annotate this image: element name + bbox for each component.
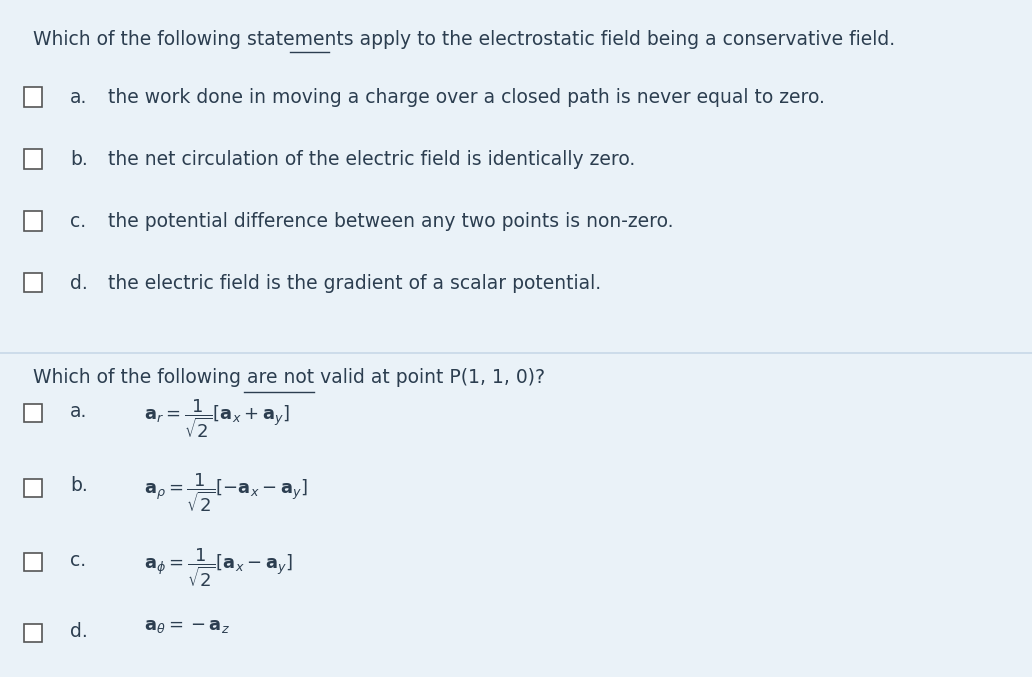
Text: the net circulation of the electric field is identically zero.: the net circulation of the electric fiel… [108, 150, 636, 169]
Text: Which of the following statements apply to the electrostatic field being a conse: Which of the following statements apply … [33, 30, 895, 49]
Text: d.: d. [70, 274, 88, 293]
Text: a.: a. [70, 89, 88, 108]
Bar [24, 624, 42, 642]
Text: c.: c. [70, 551, 87, 570]
Text: d.: d. [70, 622, 88, 641]
Bar [24, 404, 42, 422]
Text: a.: a. [70, 402, 88, 421]
Text: the work done in moving a charge over a closed path is never equal to zero.: the work done in moving a charge over a … [108, 89, 826, 108]
Text: b.: b. [70, 150, 88, 169]
Text: $\mathbf{a}_{\rho} = \dfrac{1}{\sqrt{2}}\left[-\mathbf{a}_{x} - \mathbf{a}_{y}\r: $\mathbf{a}_{\rho} = \dfrac{1}{\sqrt{2}}… [144, 471, 309, 515]
Bar [24, 87, 42, 107]
Text: Which of the following are not valid at point P(1, 1, 0)?: Which of the following are not valid at … [33, 368, 545, 387]
Bar [24, 479, 42, 497]
Text: c.: c. [70, 212, 87, 231]
Bar [24, 211, 42, 231]
Text: b.: b. [70, 477, 88, 496]
Bar [24, 553, 42, 571]
Text: $\mathbf{a}_{\theta} = -\mathbf{a}_{z}$: $\mathbf{a}_{\theta} = -\mathbf{a}_{z}$ [144, 617, 230, 635]
Text: $\mathbf{a}_{\phi} = \dfrac{1}{\sqrt{2}}\left[\mathbf{a}_{x} - \mathbf{a}_{y}\ri: $\mathbf{a}_{\phi} = \dfrac{1}{\sqrt{2}}… [144, 546, 293, 589]
Text: the potential difference between any two points is non-zero.: the potential difference between any two… [108, 212, 674, 231]
Bar [24, 273, 42, 292]
Text: the electric field is the gradient of a scalar potential.: the electric field is the gradient of a … [108, 274, 602, 293]
Bar [24, 150, 42, 169]
Text: $\mathbf{a}_{r} = \dfrac{1}{\sqrt{2}}\left[\mathbf{a}_{x} + \mathbf{a}_{y}\right: $\mathbf{a}_{r} = \dfrac{1}{\sqrt{2}}\le… [144, 397, 290, 440]
